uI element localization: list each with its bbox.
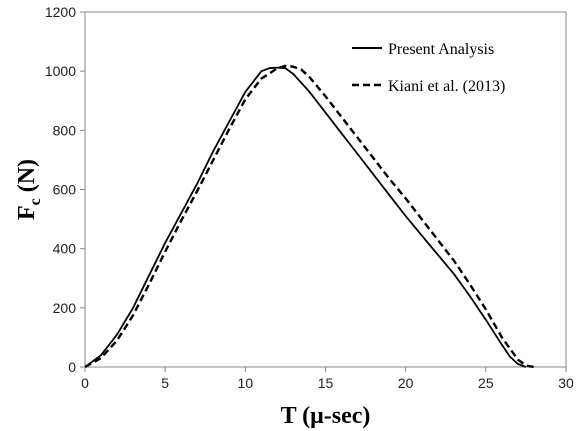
y-axis-title: Fc (N) xyxy=(14,159,44,220)
legend-label-kiani: Kiani et al. (2013) xyxy=(388,78,505,95)
svg-text:Fc (N): Fc (N) xyxy=(14,159,44,220)
y-tick-label: 800 xyxy=(53,122,77,138)
y-axis-title-subscript: c xyxy=(27,198,44,205)
y-tick-label: 600 xyxy=(53,182,77,198)
series-line-0 xyxy=(84,66,527,368)
x-tick-label: 0 xyxy=(81,375,89,391)
x-tick-label: 5 xyxy=(161,375,169,391)
tick-labels: 0 5 10 15 20 25 30 0 200 400 600 800 1000 1200 xyxy=(45,4,574,391)
plot-frame xyxy=(84,11,567,368)
x-tick-label: 20 xyxy=(398,375,414,391)
plot-area xyxy=(84,11,567,368)
y-tick-label: 1200 xyxy=(45,4,76,20)
y-tick-label: 400 xyxy=(53,241,77,257)
x-tick-label: 30 xyxy=(558,375,574,391)
series-line-1 xyxy=(84,64,535,369)
y-axis-title-unit: (N) xyxy=(14,159,40,198)
x-tick-label: 10 xyxy=(238,375,254,391)
x-tick-label: 15 xyxy=(318,375,334,391)
y-tick-label: 200 xyxy=(53,300,77,316)
legend: Present Analysis Kiani et al. (2013) xyxy=(352,41,505,95)
y-tick-label: 0 xyxy=(68,359,76,375)
legend-label-present-analysis: Present Analysis xyxy=(388,41,494,58)
x-axis-title: T (μ-sec) xyxy=(281,403,371,429)
y-tick-label: 1000 xyxy=(45,63,76,79)
series-lines xyxy=(84,64,535,369)
axis-ticks xyxy=(80,11,567,372)
y-axis-title-main: F xyxy=(14,205,40,220)
x-tick-label: 25 xyxy=(478,375,494,391)
